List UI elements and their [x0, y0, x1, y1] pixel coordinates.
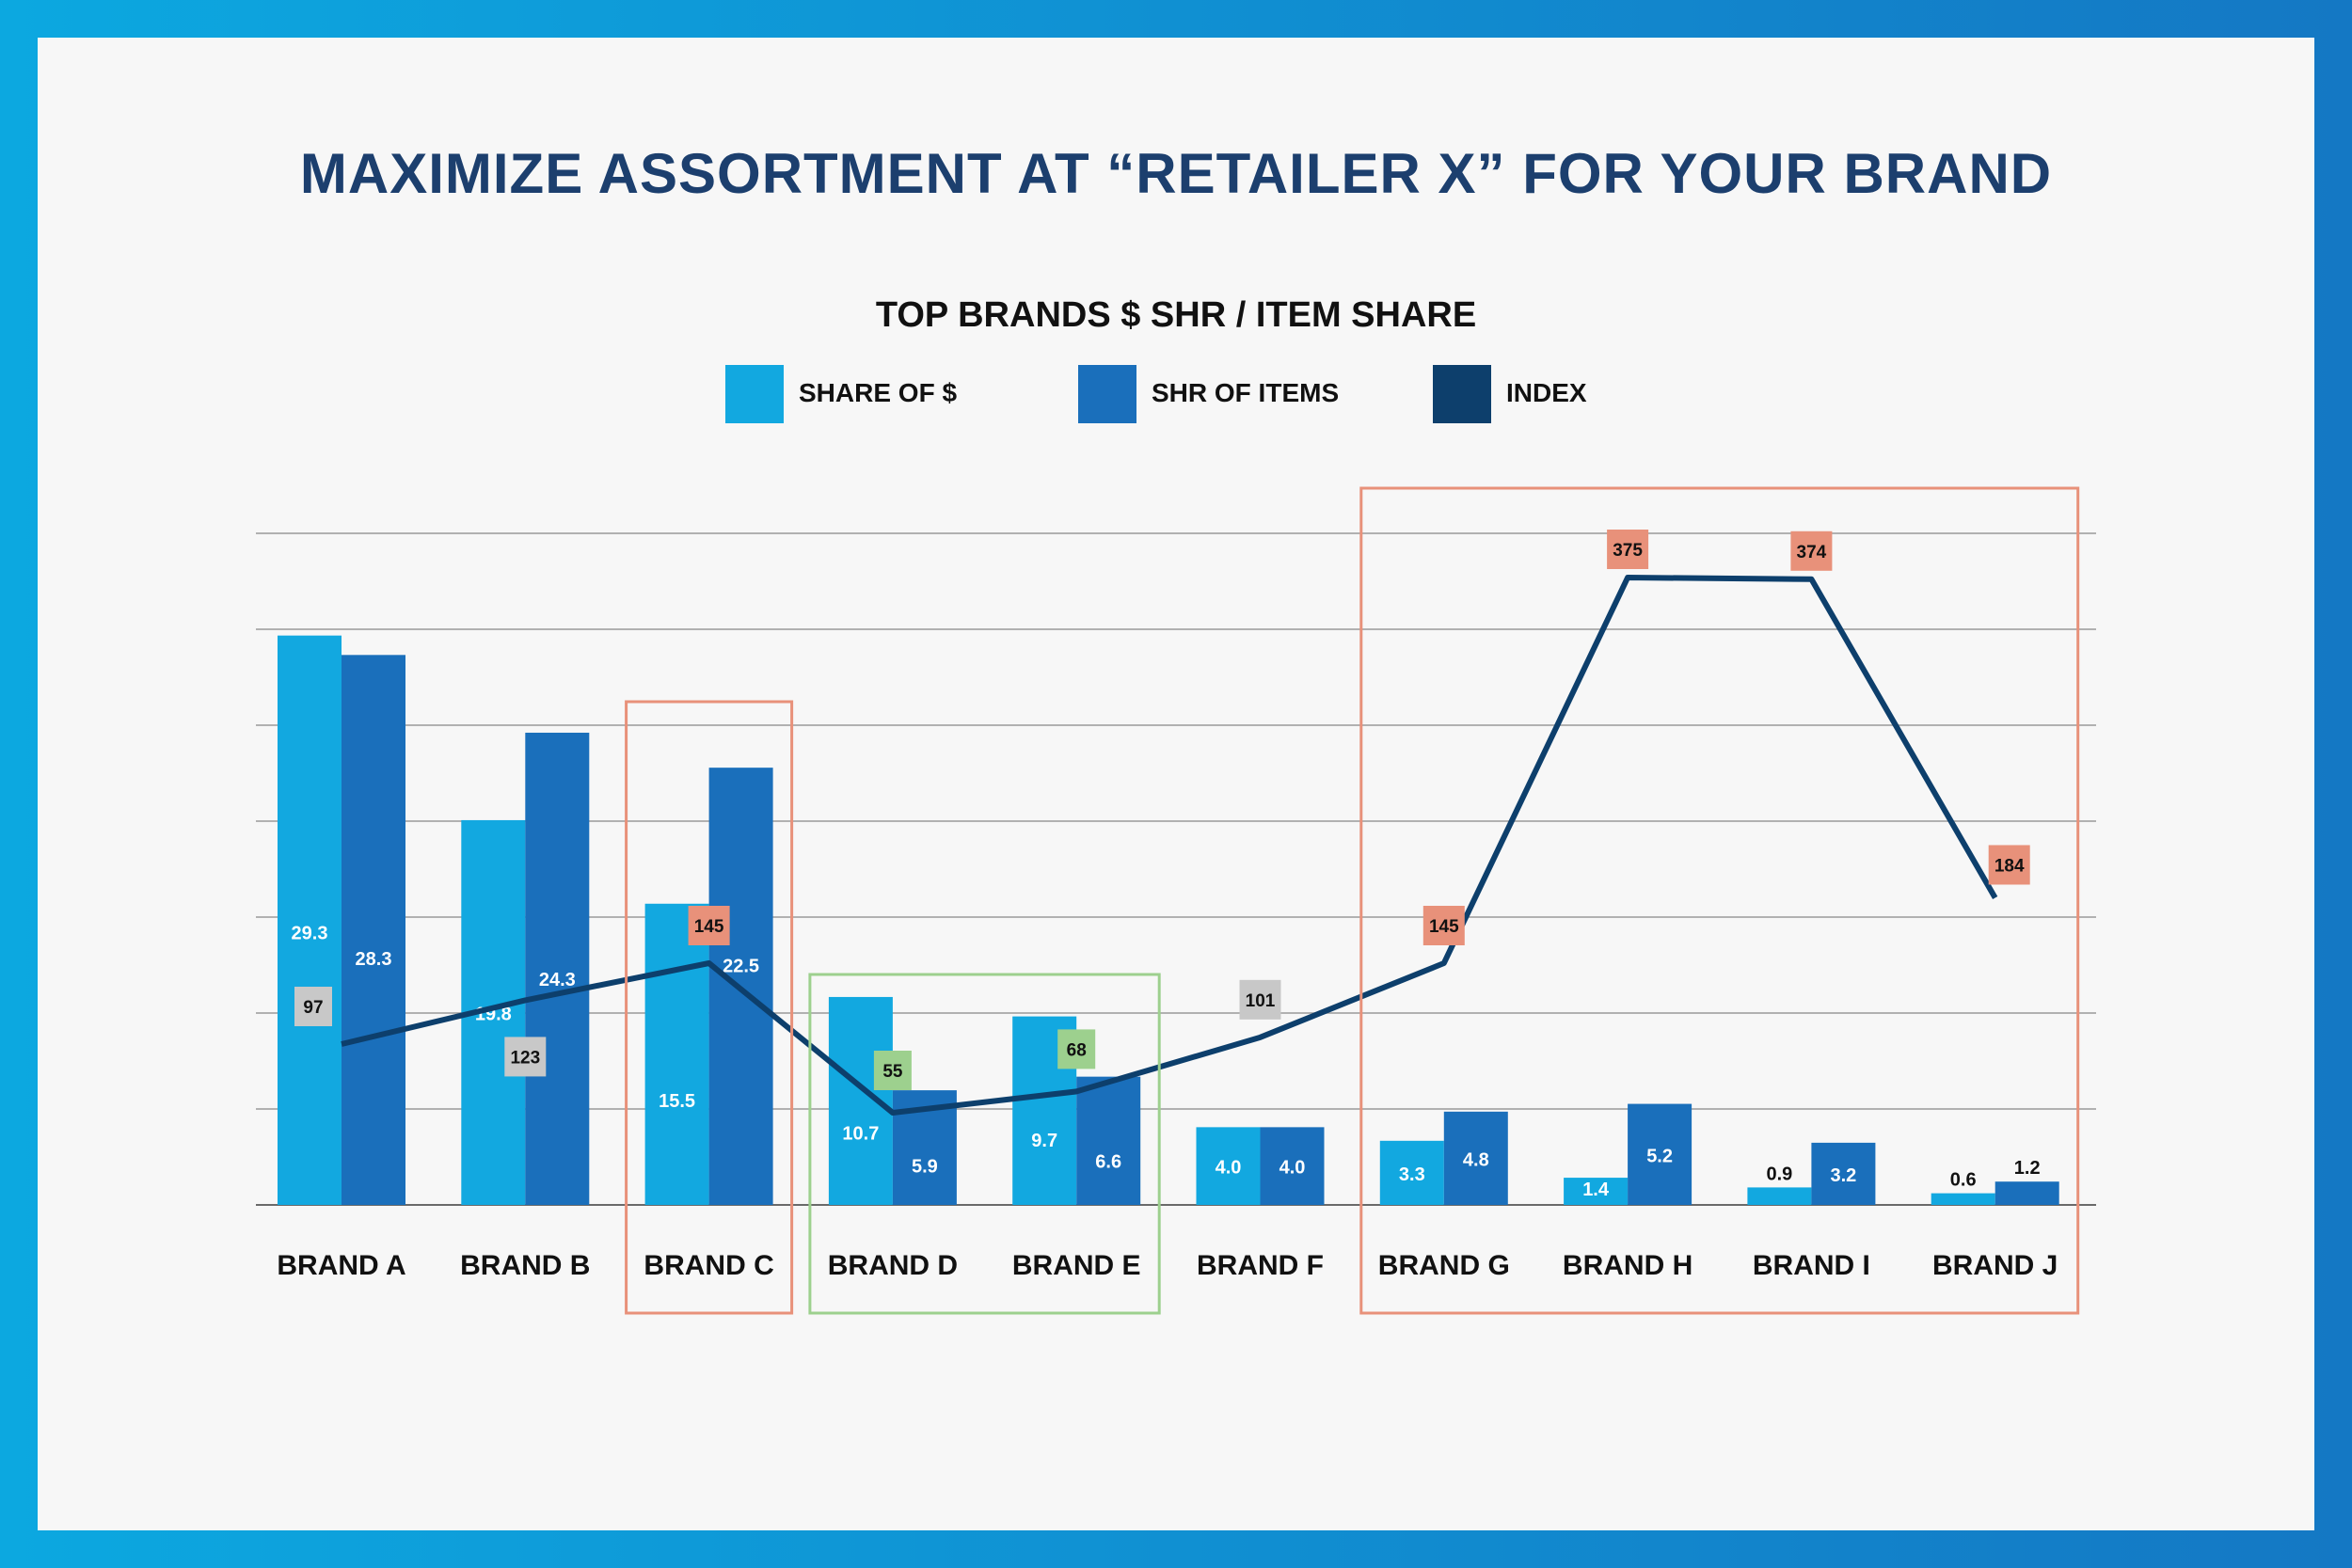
- data-label-share-of-items-brand-i: 3.2: [1830, 1165, 1856, 1186]
- bar-share-of-items-brand-h: [1628, 1103, 1692, 1205]
- bar-share-of-items-brand-i: [1811, 1142, 1876, 1205]
- data-label-share-of-items-brand-f: 4.0: [1279, 1158, 1306, 1179]
- page-title: MAXIMIZE ASSORTMENT AT “RETAILER X” FOR …: [299, 142, 2053, 205]
- chart-title: TOP BRANDS $ SHR / ITEM SHARE: [875, 295, 1477, 335]
- data-label-share-of-items-brand-j: 1.2: [2014, 1158, 2041, 1179]
- bar-share-of-dollars-brand-a: [278, 635, 342, 1205]
- bar-share-of-dollars-brand-f: [1196, 1127, 1261, 1205]
- x-tick-label-brand-e: BRAND E: [1012, 1250, 1141, 1281]
- index-label-bg-brand-e: [1057, 1029, 1096, 1069]
- data-label-share-of-dollars-brand-i: 0.9: [1766, 1164, 1792, 1184]
- x-tick-label-brand-b: BRAND B: [460, 1250, 590, 1281]
- legend-label-share-of-items: SHR OF ITEMS: [1152, 378, 1340, 407]
- x-tick-label-brand-j: BRAND J: [1932, 1250, 2058, 1281]
- bar-share-of-dollars-brand-c: [644, 903, 709, 1205]
- data-label-share-of-items-brand-h: 5.2: [1646, 1146, 1673, 1166]
- legend-swatch-share-of-dollars: [725, 365, 784, 423]
- index-label-brand-f: 101: [1246, 991, 1276, 1011]
- data-label-share-of-items-brand-b: 24.3: [539, 970, 576, 990]
- index-label-bg-brand-c: [688, 906, 730, 945]
- index-label-brand-g: 145: [1429, 917, 1459, 937]
- index-label-bg-brand-b: [504, 1037, 547, 1077]
- index-label-bg-brand-i: [1790, 531, 1833, 571]
- index-label-brand-c: 145: [694, 917, 724, 937]
- index-label-bg-brand-d: [873, 1051, 912, 1090]
- data-label-share-of-dollars-brand-a: 29.3: [292, 923, 328, 943]
- index-label-bg-brand-f: [1239, 979, 1281, 1020]
- bar-share-of-dollars-brand-j: [1931, 1193, 1995, 1205]
- index-label-bg-brand-g: [1422, 906, 1465, 945]
- index-line: [341, 575, 1998, 1116]
- bar-share-of-items-brand-e: [1076, 1076, 1141, 1205]
- highlight-box-3: [1359, 486, 2080, 1315]
- data-label-share-of-items-brand-c: 22.5: [723, 956, 759, 976]
- x-tick-label-brand-g: BRAND G: [1378, 1250, 1510, 1281]
- index-label-bg-brand-a: [294, 987, 332, 1026]
- bar-share-of-dollars-brand-g: [1379, 1140, 1444, 1205]
- legend-label-share-of-dollars: SHARE OF $: [799, 378, 958, 407]
- index-label-bg-brand-j: [1988, 845, 2030, 885]
- chart-legend: SHARE OF $ SHR OF ITEMS INDEX: [0, 365, 2352, 423]
- bar-share-of-items-brand-a: [342, 655, 405, 1205]
- data-label-share-of-dollars-brand-e: 9.7: [1031, 1131, 1057, 1151]
- data-label-share-of-dollars-brand-d: 10.7: [842, 1124, 879, 1145]
- x-tick-label-brand-h: BRAND H: [1563, 1250, 1692, 1281]
- data-label-share-of-dollars-brand-j: 0.6: [1950, 1170, 1977, 1191]
- data-label-share-of-items-brand-d: 5.9: [912, 1156, 938, 1177]
- bar-share-of-items-brand-j: [1994, 1181, 2059, 1205]
- x-tick-label-brand-i: BRAND I: [1753, 1250, 1870, 1281]
- legend-label-index: INDEX: [1506, 378, 1587, 407]
- legend-swatch-index: [1433, 365, 1491, 423]
- x-tick-label-brand-c: BRAND C: [644, 1250, 773, 1281]
- data-label-share-of-items-brand-e: 6.6: [1095, 1151, 1121, 1172]
- bar-share-of-items-brand-f: [1260, 1127, 1325, 1205]
- data-label-share-of-dollars-brand-f: 4.0: [1216, 1158, 1242, 1179]
- highlight-box-2: [808, 973, 1161, 1315]
- x-tick-label-brand-a: BRAND A: [277, 1250, 405, 1281]
- data-label-share-of-items-brand-a: 28.3: [356, 949, 392, 970]
- index-label-brand-h: 375: [1613, 541, 1643, 561]
- data-label-share-of-dollars-brand-h: 1.4: [1582, 1180, 1610, 1200]
- bar-share-of-items-brand-b: [525, 732, 590, 1205]
- index-label-brand-a: 97: [303, 998, 323, 1018]
- x-tick-label-brand-d: BRAND D: [828, 1250, 958, 1281]
- x-tick-label-brand-f: BRAND F: [1197, 1250, 1324, 1281]
- index-label-brand-b: 123: [510, 1048, 540, 1068]
- index-label-brand-e: 68: [1067, 1040, 1087, 1060]
- index-label-bg-brand-h: [1607, 530, 1649, 569]
- data-label-share-of-dollars-brand-g: 3.3: [1399, 1164, 1425, 1185]
- index-label-brand-i: 374: [1797, 543, 1827, 562]
- highlight-box-1: [625, 700, 794, 1315]
- chart-panel: [38, 38, 2314, 1530]
- index-label-brand-d: 55: [882, 1062, 903, 1082]
- legend-swatch-share-of-items: [1078, 365, 1136, 423]
- data-label-share-of-dollars-brand-c: 15.5: [659, 1091, 695, 1112]
- bar-share-of-dollars-brand-h: [1564, 1178, 1629, 1205]
- data-label-share-of-items-brand-g: 4.8: [1463, 1149, 1489, 1170]
- bar-share-of-dollars-brand-i: [1747, 1187, 1812, 1205]
- index-label-brand-j: 184: [1994, 856, 2025, 876]
- bar-share-of-dollars-brand-d: [828, 996, 893, 1205]
- bar-share-of-items-brand-g: [1443, 1111, 1508, 1205]
